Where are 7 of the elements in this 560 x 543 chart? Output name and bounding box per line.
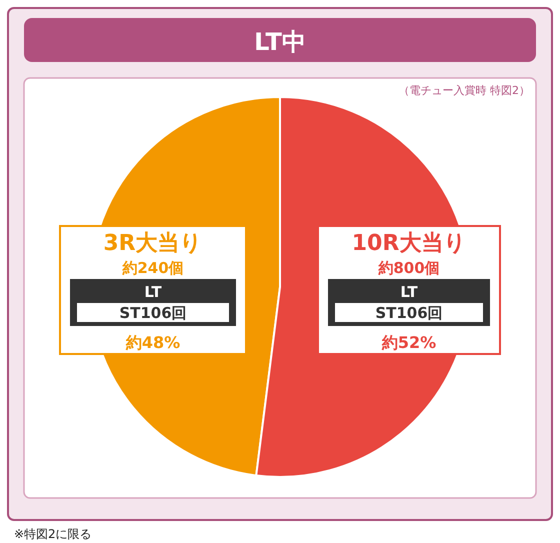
data-label: 約48% (124, 333, 180, 352)
text: ※特図2に限る (14, 527, 92, 541)
slice-label: 3R大当り (103, 231, 203, 256)
chart-subtitle: （電チュー入賞時 特図2） (398, 84, 530, 97)
slice-label: 10R大当り (352, 231, 466, 256)
data-label: 約52% (380, 333, 436, 352)
chart-title: LT中 (254, 28, 306, 56)
